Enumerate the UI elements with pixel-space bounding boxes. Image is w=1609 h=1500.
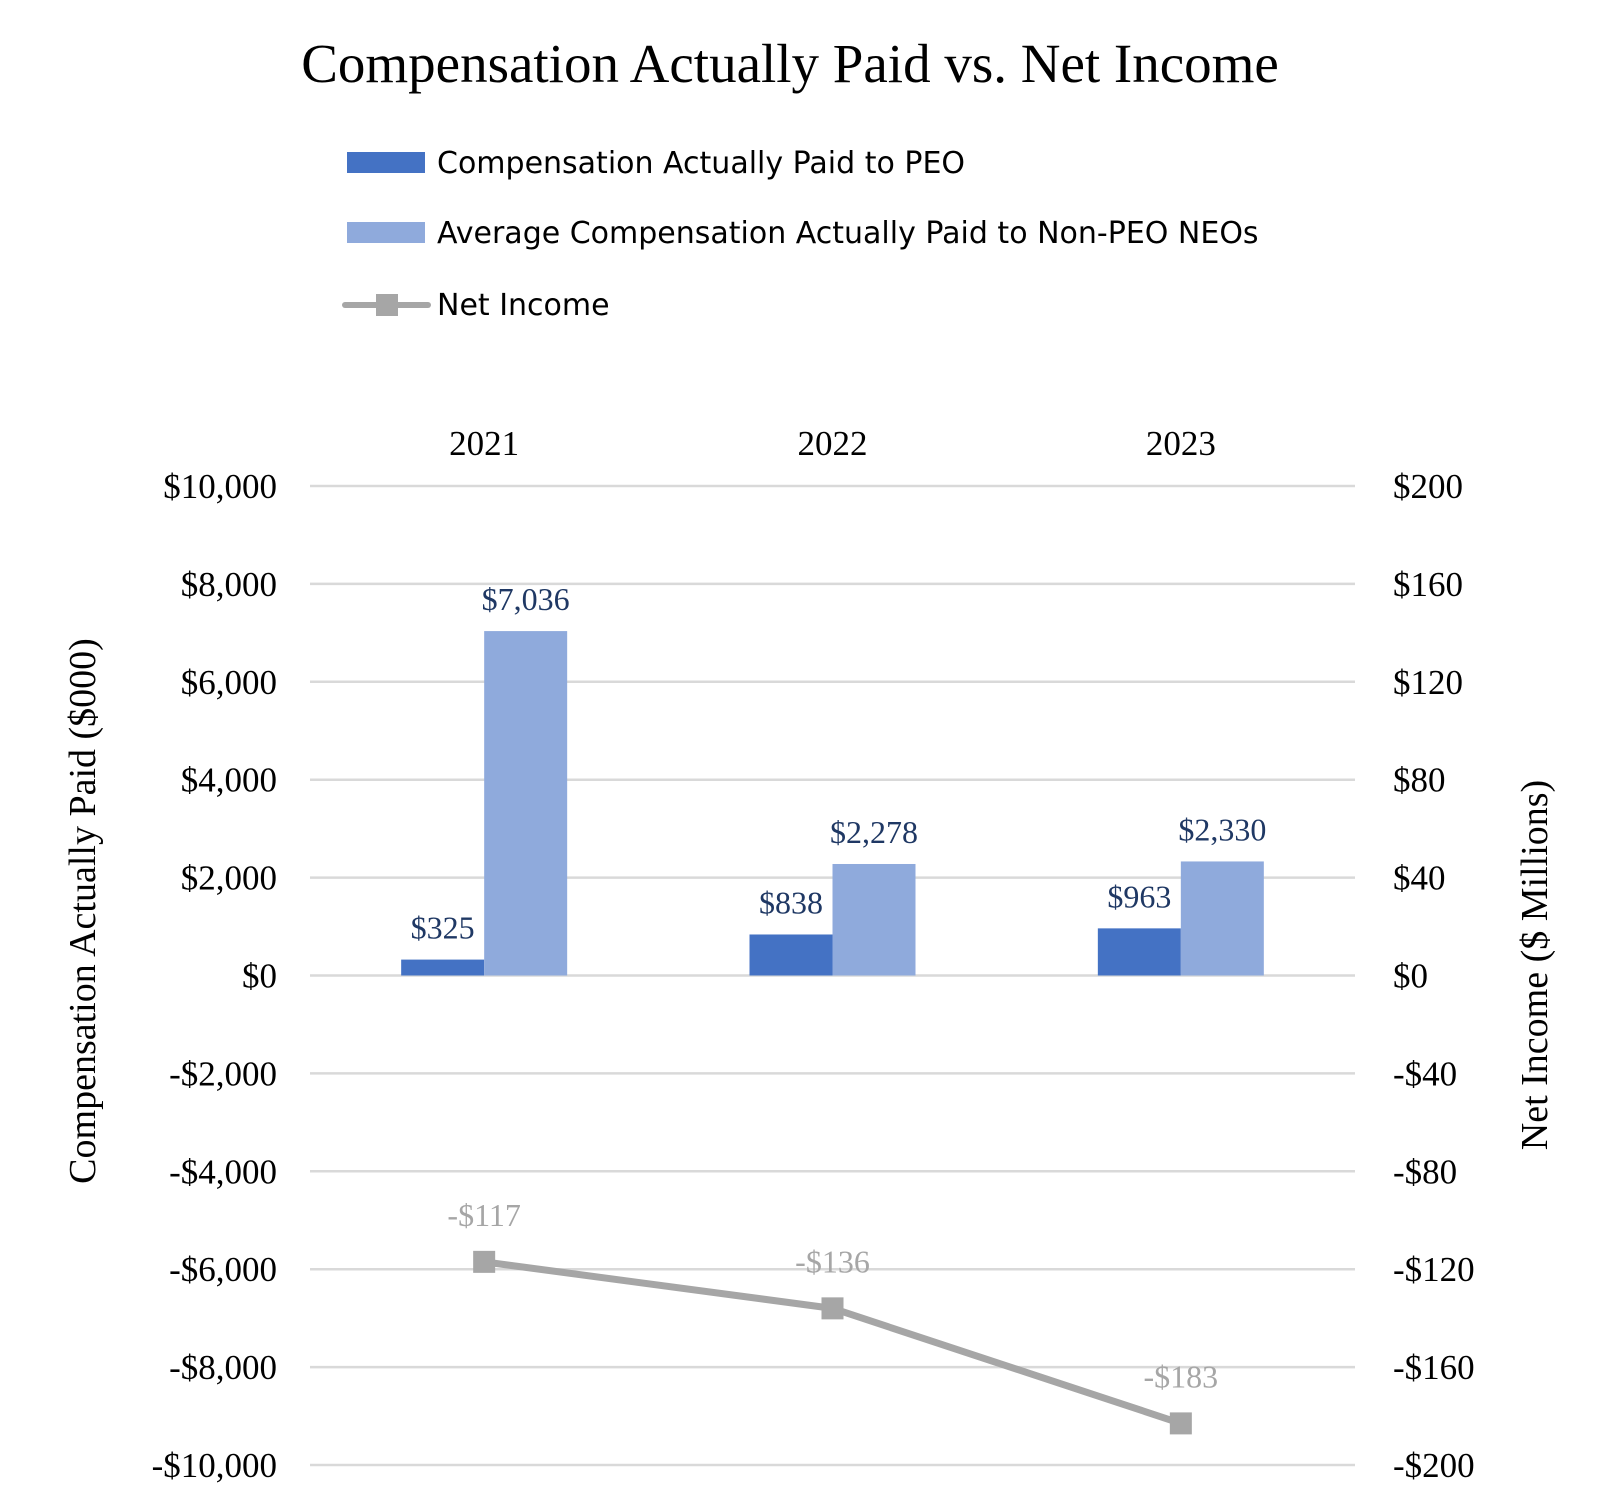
y-right-tick-label: -$160 <box>1393 1348 1475 1387</box>
legend: Compensation Actually Paid to PEO Averag… <box>342 146 1259 323</box>
y-axis-left-title: Compensation Actually Paid ($000) <box>62 638 104 1184</box>
y-right-tick-label: $200 <box>1393 467 1463 506</box>
bar-label-peo: $963 <box>1107 878 1171 914</box>
net-income-label: -$136 <box>795 1243 870 1279</box>
y-left-tick-label: -$8,000 <box>169 1348 277 1387</box>
y-right-tick-label: -$200 <box>1393 1446 1475 1485</box>
y-left-tick-label: $8,000 <box>181 565 277 604</box>
y-right-tick-label: $160 <box>1393 565 1463 604</box>
bar-label-peo: $325 <box>411 910 475 946</box>
net-income-marker <box>473 1250 496 1273</box>
y-left-tick-label: -$10,000 <box>152 1446 277 1485</box>
x-tick-label: 2023 <box>1146 424 1216 463</box>
net-income-marker <box>1169 1412 1192 1435</box>
legend-label-non-peo: Average Compensation Actually Paid to No… <box>437 216 1259 251</box>
bar-peo <box>401 959 485 976</box>
legend-swatch-peo <box>347 152 425 173</box>
y-left-tick-label: -$4,000 <box>169 1152 277 1191</box>
bars <box>401 631 1264 976</box>
y-left-tick-label: $4,000 <box>181 761 277 800</box>
bar-peo <box>749 934 833 976</box>
legend-marker-net-income <box>376 294 398 316</box>
y-left-tick-label: $0 <box>242 957 277 996</box>
x-tick-label: 2022 <box>798 424 868 463</box>
bar-label-non-peo: $2,330 <box>1178 811 1266 847</box>
legend-swatch-non-peo <box>347 222 425 243</box>
bar-peo <box>1097 928 1181 976</box>
bar-label-non-peo: $7,036 <box>482 581 570 617</box>
bar-non-peo <box>1180 861 1264 976</box>
y-right-tick-label: $80 <box>1393 761 1446 800</box>
chart-title: Compensation Actually Paid vs. Net Incom… <box>301 33 1279 94</box>
net-income-label: -$183 <box>1144 1358 1219 1394</box>
x-tick-label: 2021 <box>449 424 519 463</box>
y-axis-left: $10,000 $8,000 $6,000 $4,000 $2,000 $0 -$2,000… <box>152 467 277 1485</box>
data-labels: $325 $838 $963 $7,036 $2,278 $2,330 -$117 -$136… <box>411 581 1267 1394</box>
y-right-tick-label: -$80 <box>1393 1152 1457 1191</box>
x-axis: 2021 2022 2023 <box>449 424 1216 463</box>
y-right-tick-label: $120 <box>1393 663 1463 702</box>
y-right-tick-label: -$120 <box>1393 1250 1475 1289</box>
y-right-tick-label: $40 <box>1393 859 1446 898</box>
y-left-tick-label: $6,000 <box>181 663 277 702</box>
y-axis-right: $200 $160 $120 $80 $40 $0 -$40 -$80 -$120 -$160 -$… <box>1393 467 1475 1485</box>
y-left-tick-label: -$2,000 <box>169 1054 277 1093</box>
y-left-tick-label: -$6,000 <box>169 1250 277 1289</box>
bar-label-peo: $838 <box>759 884 823 920</box>
y-right-tick-label: -$40 <box>1393 1054 1457 1093</box>
legend-label-net-income: Net Income <box>437 288 610 323</box>
y-left-tick-label: $10,000 <box>163 467 277 506</box>
y-right-tick-label: $0 <box>1393 957 1428 996</box>
net-income-series <box>473 1250 1192 1435</box>
y-left-tick-label: $2,000 <box>181 859 277 898</box>
net-income-line <box>480 1258 1185 1427</box>
bar-non-peo <box>832 863 916 976</box>
legend-label-peo: Compensation Actually Paid to PEO <box>437 146 965 181</box>
net-income-marker <box>821 1297 844 1320</box>
net-income-label: -$117 <box>447 1197 520 1233</box>
bar-label-non-peo: $2,278 <box>830 814 918 850</box>
bar-non-peo <box>484 631 568 976</box>
y-axis-right-title: Net Income ($ Millions) <box>1514 780 1556 1150</box>
